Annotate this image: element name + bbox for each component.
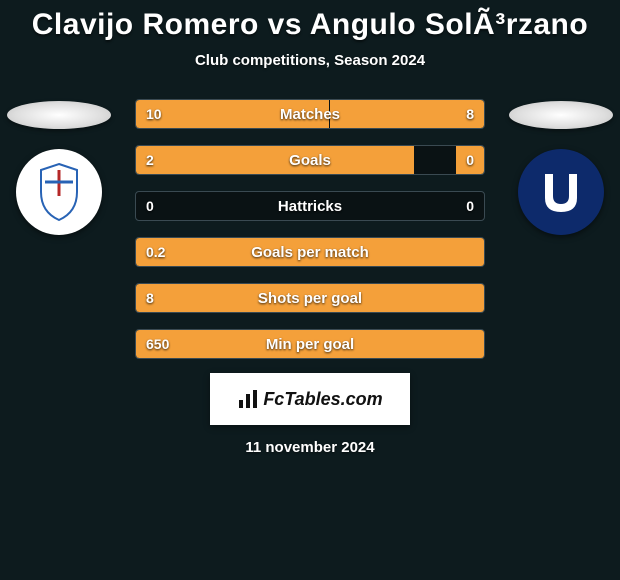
stats-column: Matches 10 8 Goals 2 0 Hattricks 0 0 Goals per ma… xyxy=(125,99,495,359)
stat-row: Hattricks 0 0 xyxy=(135,191,485,221)
stat-value-right: 8 xyxy=(466,106,474,122)
stat-label: Shots per goal xyxy=(258,290,362,307)
player-photo-left xyxy=(7,101,111,129)
content-row: Matches 10 8 Goals 2 0 Hattricks 0 0 Goals per ma… xyxy=(0,99,620,359)
stat-value-left: 10 xyxy=(146,106,162,122)
stat-bar-right xyxy=(330,100,485,128)
stat-row: Matches 10 8 xyxy=(135,99,485,129)
page-title: Clavijo Romero vs Angulo SolÃ³rzano xyxy=(0,8,620,42)
stat-value-right: 0 xyxy=(466,198,474,214)
stat-value-left: 0.2 xyxy=(146,244,165,260)
brand-box: FcTables.com xyxy=(210,373,410,425)
stat-value-left: 0 xyxy=(146,198,154,214)
stat-row: Shots per goal 8 xyxy=(135,283,485,313)
stat-row: Min per goal 650 xyxy=(135,329,485,359)
stat-label: Matches xyxy=(280,106,340,123)
comparison-infographic: Clavijo Romero vs Angulo SolÃ³rzano Club… xyxy=(0,0,620,580)
subtitle: Club competitions, Season 2024 xyxy=(0,52,620,69)
stat-label: Goals per match xyxy=(251,244,369,261)
stat-label: Min per goal xyxy=(266,336,354,353)
bar-chart-icon xyxy=(237,388,259,410)
brand-text: FcTables.com xyxy=(263,389,382,410)
stat-value-left: 8 xyxy=(146,290,154,306)
letter-u-icon xyxy=(531,162,591,222)
right-player-col xyxy=(506,99,616,235)
date-text: 11 november 2024 xyxy=(0,439,620,456)
shield-icon xyxy=(37,162,81,222)
stat-bar-left xyxy=(136,146,414,174)
stat-label: Goals xyxy=(289,152,331,169)
stat-row: Goals per match 0.2 xyxy=(135,237,485,267)
stat-label: Hattricks xyxy=(278,198,342,215)
club-logo-right xyxy=(518,149,604,235)
left-player-col xyxy=(4,99,114,235)
stat-row: Goals 2 0 xyxy=(135,145,485,175)
stat-value-left: 650 xyxy=(146,336,169,352)
stat-value-left: 2 xyxy=(146,152,154,168)
stat-value-right: 0 xyxy=(466,152,474,168)
player-photo-right xyxy=(509,101,613,129)
club-logo-left xyxy=(16,149,102,235)
